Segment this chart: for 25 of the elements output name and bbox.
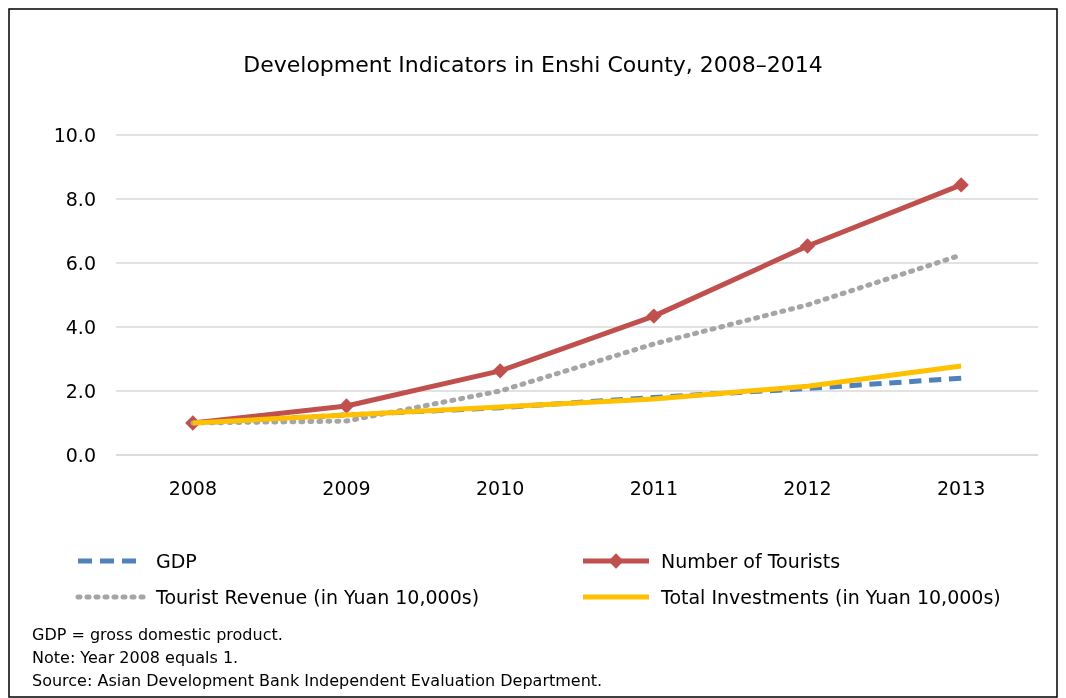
y-tick-label: 4.0 (65, 315, 96, 338)
y-tick-label: 2.0 (65, 379, 96, 402)
text: GDP = gross domestic product. (32, 625, 283, 644)
point (338, 398, 355, 414)
point (492, 363, 508, 379)
legend-label: Number of Tourists (661, 549, 841, 572)
y-tick-label: 8.0 (65, 187, 96, 210)
y-tick-label: 10.0 (53, 123, 96, 146)
point (953, 177, 969, 193)
x-tick-label: 2012 (783, 477, 832, 499)
x-tick-label: 2013 (936, 477, 986, 499)
chart-title: Development Indicators in Enshi County, 2008–2014 (243, 52, 823, 77)
x-tick-label: 2011 (629, 477, 679, 499)
legend-label: Total Investments (in Yuan 10,000s) (660, 585, 1001, 608)
source-note: Source: Asian Development Bank Independent Evaluation Department. (32, 671, 603, 690)
x-tick-label: 2009 (322, 477, 371, 499)
text: Note: Year 2008 equals 1. (32, 648, 239, 667)
legend-label: Tourist Revenue (in Yuan 10,000s) (155, 585, 480, 608)
x-tick-label: 2008 (168, 477, 218, 499)
legend-label: GDP (156, 549, 197, 572)
x-tick-label: 2010 (475, 477, 525, 499)
point (646, 308, 662, 324)
y-tick-label: 0.0 (65, 443, 96, 466)
point (799, 238, 816, 254)
y-tick-label: 6.0 (65, 251, 96, 274)
